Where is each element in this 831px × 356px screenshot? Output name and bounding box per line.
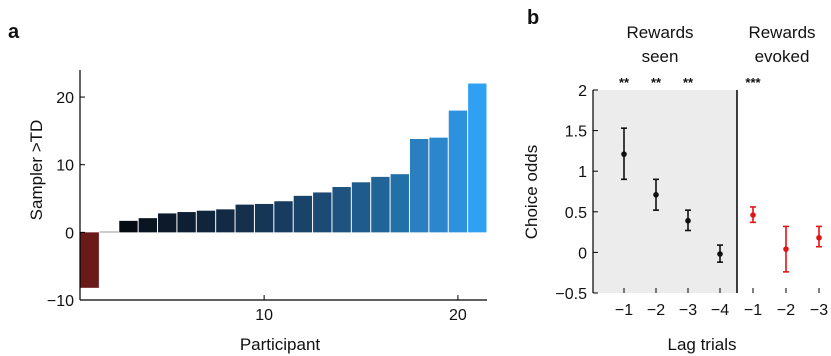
- panel-a-y-ticks: −10 0 10 20: [47, 90, 85, 310]
- panel-b-x-ticks: −1 −2 −3 −4 −1 −2 −3: [615, 288, 828, 319]
- group-header-line2: seen: [642, 47, 679, 66]
- bar-participant: [235, 204, 254, 233]
- x-tick-label: −3: [810, 302, 828, 319]
- significance-marker: **: [619, 75, 630, 90]
- panel-b-group-headers: Rewards seen Rewards evoked: [626, 23, 815, 66]
- panel-b: b −0.500.511.52 −1 −2 −3 −4 −1 −2 −3 ** ** ** ***…: [522, 7, 828, 354]
- data-point: [621, 151, 627, 157]
- bar-participant: [409, 139, 429, 233]
- x-tick-label: −3: [679, 302, 697, 319]
- y-tick-label: −0.5: [555, 286, 587, 303]
- data-point: [685, 217, 691, 224]
- y-tick-label: 0: [65, 225, 74, 242]
- y-tick-label: 0.5: [565, 205, 587, 222]
- panel-b-significance: ** ** ** ***: [619, 75, 762, 90]
- x-tick-label: −1: [744, 302, 762, 319]
- bar-participant: [371, 176, 390, 233]
- group-header-line1: Rewards: [626, 23, 693, 42]
- x-tick-label: −2: [647, 302, 665, 319]
- data-point: [750, 212, 756, 218]
- group-header-line1: Rewards: [748, 23, 815, 42]
- panel-b-y-ticks: −0.5 0 0.5 1 1.5 2: [555, 83, 598, 303]
- data-point: [783, 246, 789, 252]
- bar-participant: [196, 210, 216, 233]
- bar-participant: [99, 231, 119, 233]
- y-tick-label: 20: [56, 90, 74, 107]
- bar-participant: [351, 182, 371, 233]
- panel-a-x-ticks: 10 20: [255, 295, 467, 324]
- bar-participant: [158, 213, 177, 233]
- x-tick-label: −2: [777, 302, 795, 319]
- panel-b-points: [621, 127, 822, 273]
- bar-participant: [254, 203, 274, 233]
- x-tick-label: −4: [711, 302, 729, 319]
- panel-b-x-axis-label: Lag trials: [668, 335, 737, 354]
- bar-participant: [468, 83, 487, 233]
- y-tick-label: 0: [578, 245, 587, 262]
- group-header-line2: evoked: [755, 47, 810, 66]
- bar-participant: [274, 201, 293, 233]
- data-point: [717, 251, 723, 257]
- bar-participant: [216, 209, 235, 233]
- bar-participant: [80, 232, 99, 288]
- panel-a-y-axis-label: Sampler >TD: [27, 120, 46, 221]
- panel-a-x-axis-label: Participant: [240, 335, 321, 354]
- bar-participant: [429, 137, 448, 233]
- bar-participant: [390, 174, 409, 233]
- y-tick-label: 2: [578, 83, 587, 100]
- y-tick-label: 10: [56, 158, 74, 175]
- significance-marker: **: [683, 75, 694, 90]
- bar-participant: [313, 192, 332, 233]
- significance-marker: ***: [745, 75, 761, 90]
- x-tick-label: 20: [449, 307, 467, 324]
- significance-marker: **: [651, 75, 662, 90]
- panel-a: a −10 0 10 20 10 20 Sampler >TD Participant: [8, 21, 487, 354]
- bar-participant: [119, 220, 138, 233]
- panel-b-y-axis-label: Choice odds: [522, 145, 541, 240]
- bar-participant: [293, 195, 313, 233]
- bar-participant: [448, 110, 468, 233]
- panel-b-label: b: [527, 7, 539, 29]
- bar-participant: [332, 187, 351, 233]
- y-tick-label: −10: [47, 293, 74, 310]
- bar-participant: [138, 218, 158, 233]
- panel-a-bars: [80, 83, 487, 288]
- bar-participant: [177, 212, 196, 233]
- data-point: [653, 191, 659, 198]
- y-tick-label: 1: [578, 164, 587, 181]
- panel-b-shaded-region: [593, 90, 737, 293]
- x-tick-label: 10: [255, 307, 273, 324]
- x-tick-label: −1: [615, 302, 633, 319]
- y-tick-label: 1.5: [565, 124, 587, 141]
- panel-a-label: a: [8, 21, 20, 43]
- data-point: [816, 234, 822, 241]
